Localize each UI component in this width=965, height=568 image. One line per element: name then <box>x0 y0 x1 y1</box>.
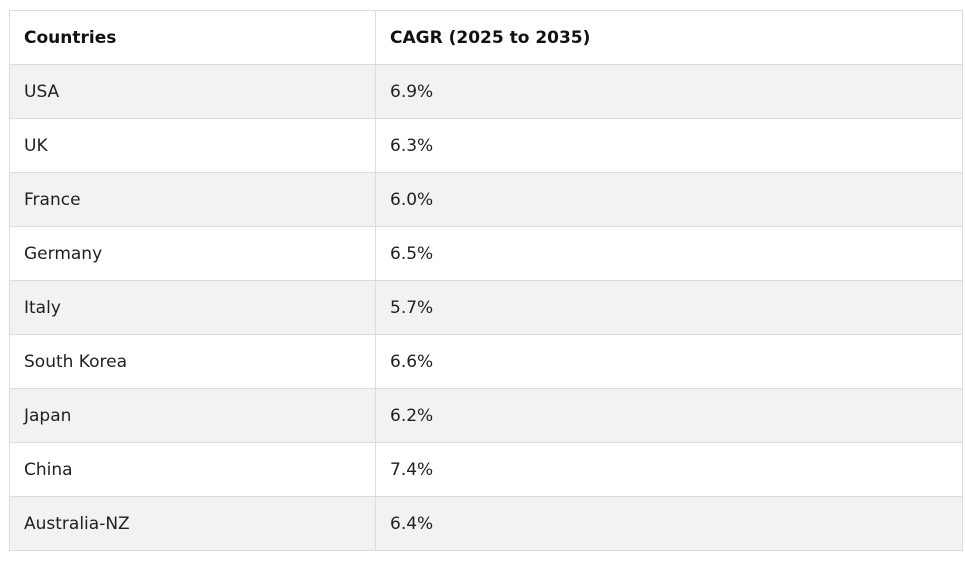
table-row: Italy 5.7% <box>9 280 963 335</box>
cagr-cell: 6.5% <box>375 226 963 281</box>
country-cell: Germany <box>9 226 376 281</box>
table-row: Japan 6.2% <box>9 388 963 443</box>
column-header-countries: Countries <box>9 10 376 65</box>
table-row: Australia-NZ 6.4% <box>9 496 963 551</box>
table-row: Germany 6.5% <box>9 226 963 281</box>
cagr-cell: 6.6% <box>375 334 963 389</box>
cagr-cell: 6.3% <box>375 118 963 173</box>
cagr-table-container: Countries CAGR (2025 to 2035) USA 6.9% U… <box>9 10 963 551</box>
table-body: USA 6.9% UK 6.3% France 6.0% Germany 6.5… <box>9 64 963 551</box>
country-cell: South Korea <box>9 334 376 389</box>
table-row: USA 6.9% <box>9 64 963 119</box>
table-row: France 6.0% <box>9 172 963 227</box>
table-row: China 7.4% <box>9 442 963 497</box>
cagr-cell: 6.4% <box>375 496 963 551</box>
country-cell: Japan <box>9 388 376 443</box>
country-cell: China <box>9 442 376 497</box>
country-cell: Australia-NZ <box>9 496 376 551</box>
cagr-cell: 6.2% <box>375 388 963 443</box>
cagr-cell: 6.9% <box>375 64 963 119</box>
table-header: Countries CAGR (2025 to 2035) <box>9 10 963 65</box>
cagr-cell: 6.0% <box>375 172 963 227</box>
cagr-table: Countries CAGR (2025 to 2035) USA 6.9% U… <box>9 10 963 551</box>
country-cell: UK <box>9 118 376 173</box>
table-row: South Korea 6.6% <box>9 334 963 389</box>
cagr-cell: 5.7% <box>375 280 963 335</box>
column-header-cagr: CAGR (2025 to 2035) <box>375 10 963 65</box>
table-row: UK 6.3% <box>9 118 963 173</box>
country-cell: Italy <box>9 280 376 335</box>
country-cell: France <box>9 172 376 227</box>
cagr-cell: 7.4% <box>375 442 963 497</box>
header-row: Countries CAGR (2025 to 2035) <box>9 10 963 65</box>
country-cell: USA <box>9 64 376 119</box>
